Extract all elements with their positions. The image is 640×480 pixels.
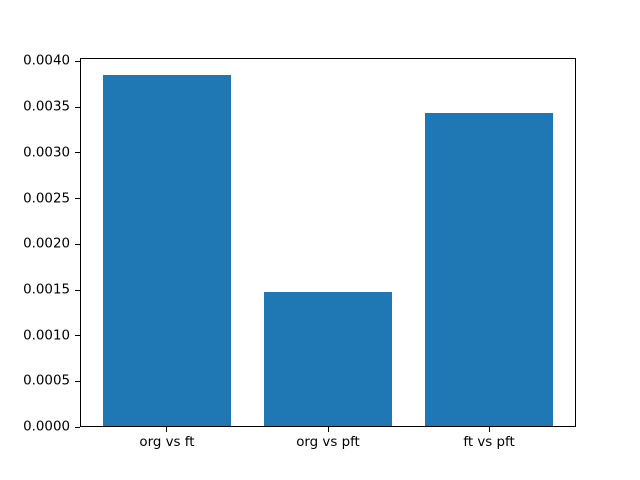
y-tick-mark (75, 152, 80, 154)
y-tick-label: 0.0040 (23, 53, 70, 69)
bar-org-vs-pft (263, 291, 393, 428)
y-tick-mark (75, 243, 80, 245)
x-tick-label: org vs ft (139, 434, 195, 450)
y-tick-label: 0.0000 (23, 419, 70, 435)
bar-ft-vs-pft (424, 112, 554, 428)
bar-org-vs-ft (102, 75, 232, 428)
y-tick-mark (75, 426, 80, 428)
plot-area (80, 58, 576, 428)
y-tick-label: 0.0035 (23, 99, 70, 115)
y-tick-label: 0.0015 (23, 282, 70, 298)
x-tick-mark (327, 427, 329, 433)
x-tick-label: ft vs pft (463, 434, 515, 450)
y-tick-mark (75, 198, 80, 200)
y-tick-mark (75, 335, 80, 337)
y-tick-label: 0.0020 (23, 236, 70, 252)
y-tick-mark (75, 289, 80, 291)
x-tick-mark (166, 427, 168, 433)
y-tick-label: 0.0010 (23, 328, 70, 344)
y-tick-label: 0.0030 (23, 145, 70, 161)
y-tick-label: 0.0025 (23, 190, 70, 206)
y-tick-mark (75, 380, 80, 382)
y-tick-mark (75, 60, 80, 62)
x-tick-label: org vs pft (296, 434, 360, 450)
y-tick-label: 0.0005 (23, 373, 70, 389)
x-tick-mark (488, 427, 490, 433)
y-tick-mark (75, 106, 80, 108)
